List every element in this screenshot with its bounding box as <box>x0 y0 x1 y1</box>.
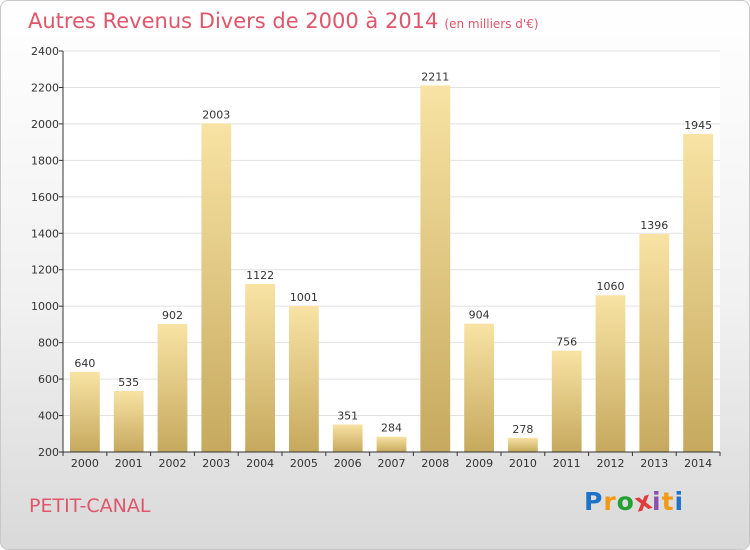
data-label: 640 <box>74 357 95 370</box>
bar <box>245 283 275 452</box>
bar <box>595 295 626 452</box>
x-tick-label: 2008 <box>421 457 449 470</box>
logo-letter: i <box>674 487 685 516</box>
x-tick-label: 2014 <box>684 457 712 470</box>
x-tick-label: 2002 <box>159 457 187 470</box>
data-label: 278 <box>512 423 533 436</box>
logo-letter: o <box>616 487 635 516</box>
x-tick-label: 2004 <box>246 457 274 470</box>
bar <box>420 85 451 452</box>
y-tick-label: 1800 <box>31 154 59 167</box>
bar <box>508 437 538 452</box>
data-label: 904 <box>469 309 490 322</box>
bar <box>113 390 144 452</box>
logo-letter: r <box>603 487 617 516</box>
y-tick-label: 1200 <box>31 264 59 277</box>
x-tick-label: 2011 <box>553 457 581 470</box>
bar <box>201 123 232 452</box>
data-label: 902 <box>162 309 183 322</box>
x-tick-label: 2009 <box>465 457 493 470</box>
y-tick-label: 2400 <box>31 45 59 58</box>
logo-letter: t <box>661 487 675 516</box>
x-tick-label: 2003 <box>202 457 230 470</box>
data-label: 1945 <box>684 119 712 132</box>
y-tick-label: 800 <box>38 337 59 350</box>
data-label: 2211 <box>421 70 449 83</box>
x-tick-labels: 2000 2001 2002 2003 2004 2005 2006 2007 2008 2009… <box>71 457 712 470</box>
axes <box>59 50 721 456</box>
logo-letter: i <box>652 487 662 516</box>
data-label: 756 <box>556 336 577 349</box>
data-label: 2003 <box>202 108 230 121</box>
y-tick-labels: 200 400 600 800 1000 1200 1400 1600 1800 2000 2200… <box>31 45 59 459</box>
data-label: 1396 <box>640 219 668 232</box>
chart-title: Autres Revenus Divers de 2000 à 2014 (en … <box>28 9 539 33</box>
logo-letter: P <box>584 487 604 516</box>
data-label: 284 <box>381 422 402 435</box>
x-tick-label: 2001 <box>115 457 143 470</box>
bar <box>70 371 100 452</box>
bars <box>70 85 713 453</box>
data-label: 535 <box>118 376 139 389</box>
x-tick-label: 2006 <box>334 457 362 470</box>
bar <box>332 424 363 452</box>
bar <box>464 323 494 452</box>
x-tick-label: 2010 <box>509 457 537 470</box>
data-labels: 640 535 902 2003 1122 1001 351 284 2211 904 278 756… <box>74 70 712 435</box>
x-tick-label: 2012 <box>597 457 625 470</box>
chart-subtitle: (en milliers d'€) <box>444 17 539 31</box>
bar <box>376 436 407 452</box>
y-tick-label: 1400 <box>31 227 59 240</box>
x-tick-label: 2013 <box>640 457 668 470</box>
y-tick-label: 600 <box>38 373 59 386</box>
chart-title-text: Autres Revenus Divers de 2000 à 2014 <box>28 9 439 33</box>
data-label: 1060 <box>597 280 625 293</box>
y-tick-label: 2200 <box>31 81 59 94</box>
x-tick-label: 2005 <box>290 457 318 470</box>
y-tick-label: 200 <box>38 446 59 459</box>
proxiti-logo[interactable]: Proxiti <box>584 485 685 517</box>
bar <box>551 350 582 452</box>
y-tick-label: 400 <box>38 410 59 423</box>
x-tick-label: 2000 <box>71 457 99 470</box>
place-name: PETIT-CANAL <box>29 495 151 517</box>
y-tick-label: 1000 <box>31 300 59 313</box>
bar <box>683 133 713 453</box>
data-label: 1001 <box>290 291 318 304</box>
bar <box>639 234 670 452</box>
bar <box>289 305 319 452</box>
data-label: 1122 <box>246 269 274 282</box>
bar <box>157 324 188 452</box>
y-tick-label: 2000 <box>31 118 59 131</box>
data-label: 351 <box>337 409 358 422</box>
x-tick-label: 2007 <box>378 457 406 470</box>
y-tick-label: 1600 <box>31 191 59 204</box>
